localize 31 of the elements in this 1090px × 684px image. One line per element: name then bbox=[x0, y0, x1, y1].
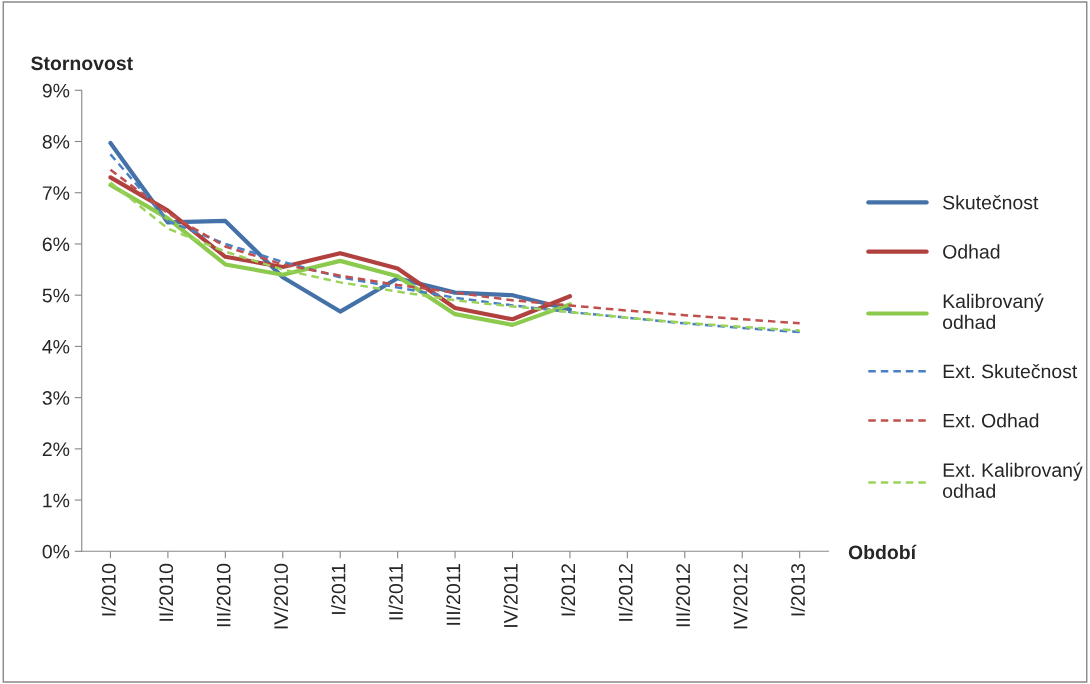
legend-label: Kalibrovaný odhad bbox=[943, 293, 1044, 330]
x-tick-label: II/2011 bbox=[388, 564, 403, 620]
x-tick-label: I/2012 bbox=[560, 564, 576, 616]
x-tick-label: III/2010 bbox=[216, 563, 231, 627]
y-tick-label: 1% bbox=[43, 493, 70, 508]
y-tick-label: 9% bbox=[42, 83, 70, 98]
legend-label: Ext. Odhad bbox=[943, 413, 1039, 428]
legend-label: Ext. Kalibrovaný odhad bbox=[943, 462, 1083, 498]
x-tick-label: I/2010 bbox=[101, 563, 116, 616]
y-tick-label: 8% bbox=[42, 134, 70, 149]
legend-label: Skutečnost bbox=[943, 195, 1039, 210]
x-tick-label: II/2010 bbox=[158, 563, 174, 621]
legend-label: Ext. Skutečnost bbox=[943, 363, 1078, 379]
y-tick-label: 5% bbox=[42, 288, 70, 303]
y-tick-label: 6% bbox=[42, 237, 70, 252]
x-tick-label: III/2011 bbox=[446, 564, 461, 625]
y-tick-label: 7% bbox=[42, 186, 70, 200]
x-axis-title: Období bbox=[848, 544, 917, 560]
x-tick-label: II/2012 bbox=[618, 564, 633, 621]
y-tick-label: 0% bbox=[42, 544, 70, 559]
x-tick-label: IV/2010 bbox=[273, 563, 288, 629]
x-tick-label: IV/2011 bbox=[503, 564, 518, 627]
legend-label: Odhad bbox=[943, 244, 1000, 259]
x-tick-label: III/2012 bbox=[675, 564, 691, 627]
x-tick-label: I/2011 bbox=[331, 564, 346, 614]
y-tick-label: 3% bbox=[42, 391, 70, 405]
x-tick-label: I/2013 bbox=[790, 563, 805, 616]
y-tick-label: 2% bbox=[42, 442, 70, 457]
y-tick-label: 4% bbox=[42, 339, 70, 354]
y-axis-title: Stornovost bbox=[31, 56, 133, 71]
x-tick-label: IV/2012 bbox=[733, 564, 748, 629]
